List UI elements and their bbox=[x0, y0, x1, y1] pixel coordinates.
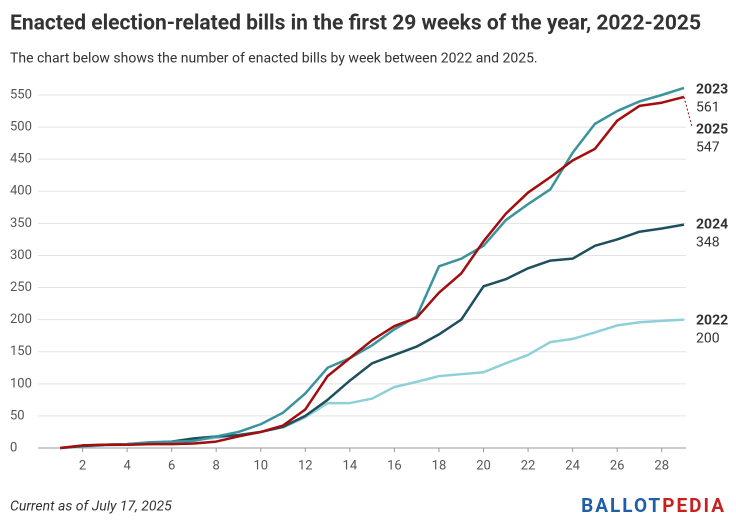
x-tick-label: 22 bbox=[521, 458, 536, 473]
x-tick-label: 28 bbox=[654, 458, 669, 473]
x-tick-label: 18 bbox=[432, 458, 447, 473]
x-tick-label: 14 bbox=[343, 458, 358, 473]
x-tick-label: 16 bbox=[387, 458, 402, 473]
y-tick-label: 50 bbox=[10, 408, 25, 423]
value-label: 547 bbox=[696, 140, 720, 156]
y-tick-label: 100 bbox=[10, 376, 32, 391]
footnote: Current as of July 17, 2025 bbox=[10, 499, 172, 515]
x-tick-label: 12 bbox=[298, 458, 313, 473]
logo: BALLOTPEDIA bbox=[581, 494, 726, 517]
value-label: 200 bbox=[696, 330, 720, 346]
x-tick-label: 6 bbox=[168, 458, 175, 473]
y-tick-label: 550 bbox=[10, 87, 32, 102]
y-tick-label: 200 bbox=[10, 312, 32, 327]
series-label: 2024 bbox=[696, 216, 728, 232]
y-tick-label: 350 bbox=[10, 216, 32, 231]
x-tick-label: 24 bbox=[565, 458, 580, 473]
y-tick-label: 150 bbox=[10, 344, 32, 359]
series-label: 2023 bbox=[696, 82, 728, 98]
x-tick-label: 20 bbox=[476, 458, 491, 473]
logo-part: BALLOT bbox=[581, 494, 662, 517]
x-tick-label: 8 bbox=[213, 458, 220, 473]
y-tick-label: 500 bbox=[10, 120, 32, 135]
series-line bbox=[60, 223, 685, 450]
label-leader bbox=[683, 96, 693, 128]
y-tick-label: 400 bbox=[10, 184, 32, 199]
chart-title: Enacted election-related bills in the fi… bbox=[10, 12, 701, 36]
value-label: 561 bbox=[696, 100, 720, 116]
x-tick-label: 26 bbox=[610, 458, 625, 473]
series-line bbox=[60, 86, 685, 450]
y-tick-label: 450 bbox=[10, 152, 32, 167]
y-tick-label: 250 bbox=[10, 280, 32, 295]
chart-subtitle: The chart below shows the number of enac… bbox=[10, 51, 538, 67]
x-tick-label: 4 bbox=[123, 458, 131, 473]
series-line bbox=[60, 95, 685, 450]
series-label: 2025 bbox=[696, 122, 728, 138]
logo-part: PEDIA bbox=[662, 494, 726, 517]
value-label: 348 bbox=[696, 234, 720, 250]
y-tick-label: 0 bbox=[10, 440, 17, 455]
series-label: 2022 bbox=[696, 312, 728, 328]
x-tick-label: 10 bbox=[253, 458, 268, 473]
y-tick-label: 300 bbox=[10, 248, 32, 263]
x-tick-label: 2 bbox=[79, 458, 86, 473]
